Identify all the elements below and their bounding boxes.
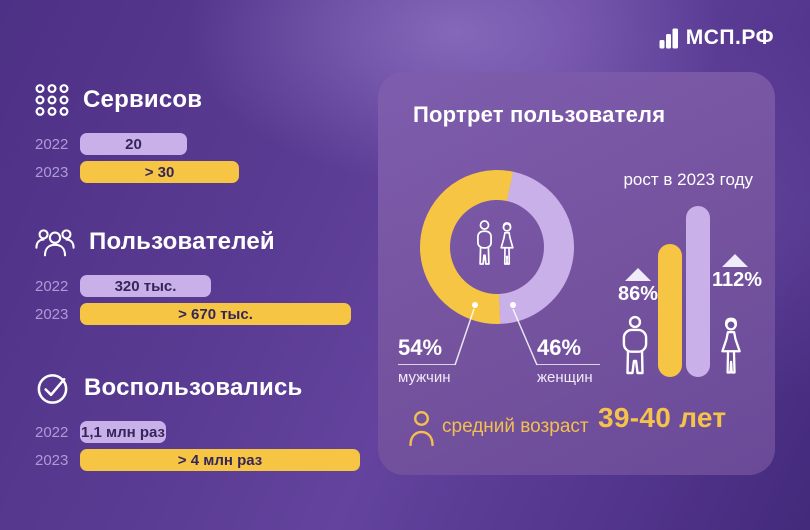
logo: МСП.РФ <box>659 26 774 50</box>
stat-row: 2023 > 670 тыс. <box>35 303 380 325</box>
female-percent: 46% <box>537 335 600 365</box>
logo-bars-icon <box>659 28 679 49</box>
man-icon <box>474 220 495 266</box>
value-bar-2023: > 30 <box>80 161 239 183</box>
section-users: Пользователей 2022 320 тыс. 2023 > 670 т… <box>35 224 380 325</box>
male-share-label: 54% мужчин <box>398 335 455 386</box>
woman-icon <box>497 222 517 266</box>
section-services-header: Сервисов <box>35 82 380 118</box>
section-services: Сервисов 2022 20 2023 > 30 <box>35 82 380 183</box>
year-label: 2022 <box>35 423 69 441</box>
up-triangle-icon <box>722 254 748 267</box>
stat-row: 2023 > 30 <box>35 161 380 183</box>
stat-row: 2022 20 <box>35 133 380 155</box>
bar-value: 20 <box>125 135 142 153</box>
female-share-label: 46% женщин <box>537 335 600 386</box>
male-growth-bar <box>658 244 682 377</box>
user-portrait-card: Портрет пользователя <box>378 72 775 475</box>
year-label: 2023 <box>35 305 69 323</box>
female-growth-bar <box>686 206 710 377</box>
stat-row: 2023 > 4 млн раз <box>35 449 380 471</box>
bar-value: > 30 <box>144 163 175 181</box>
section-users-header: Пользователей <box>35 224 380 260</box>
bar-value: 1,1 млн раз <box>80 423 166 441</box>
year-label: 2023 <box>35 451 69 469</box>
section-title: Сервисов <box>83 86 203 113</box>
year-label: 2023 <box>35 163 69 181</box>
value-bar-2022: 20 <box>80 133 187 155</box>
stat-row: 2022 1,1 млн раз <box>35 421 380 443</box>
value-bar-2022: 320 тыс. <box>80 275 211 297</box>
female-word: женщин <box>537 369 593 386</box>
growth-title: рост в 2023 году <box>623 170 753 189</box>
male-word: мужчин <box>398 369 451 386</box>
value-bar-2023: > 4 млн раз <box>80 449 360 471</box>
person-icon <box>408 410 435 446</box>
gender-donut-chart <box>417 167 577 327</box>
year-label: 2022 <box>35 135 69 153</box>
average-age-label: средний возраст <box>442 416 589 437</box>
year-label: 2022 <box>35 277 69 295</box>
average-age-value: 39-40 лет <box>598 402 727 433</box>
female-growth-percent: 112% <box>711 269 763 291</box>
male-growth-percent: 86% <box>617 283 659 305</box>
section-used: Воспользовались 2022 1,1 млн раз 2023 > … <box>35 370 380 471</box>
check-circle-icon <box>35 371 70 406</box>
bar-value: > 670 тыс. <box>178 305 253 323</box>
card-title: Портрет пользователя <box>413 102 666 127</box>
up-triangle-icon <box>625 268 651 281</box>
section-used-header: Воспользовались <box>35 370 380 406</box>
grid-icon <box>35 84 69 116</box>
man-icon <box>617 315 653 377</box>
male-percent: 54% <box>398 335 455 365</box>
logo-text: МСП.РФ <box>685 26 774 49</box>
section-title: Пользователей <box>89 228 275 255</box>
stat-row: 2022 320 тыс. <box>35 275 380 297</box>
bar-value: > 4 млн раз <box>177 451 263 469</box>
woman-icon <box>714 317 748 377</box>
bar-value: 320 тыс. <box>114 277 177 295</box>
value-bar-2022: 1,1 млн раз <box>80 421 166 443</box>
value-bar-2023: > 670 тыс. <box>80 303 351 325</box>
section-title: Воспользовались <box>84 374 303 401</box>
users-icon <box>35 226 75 258</box>
